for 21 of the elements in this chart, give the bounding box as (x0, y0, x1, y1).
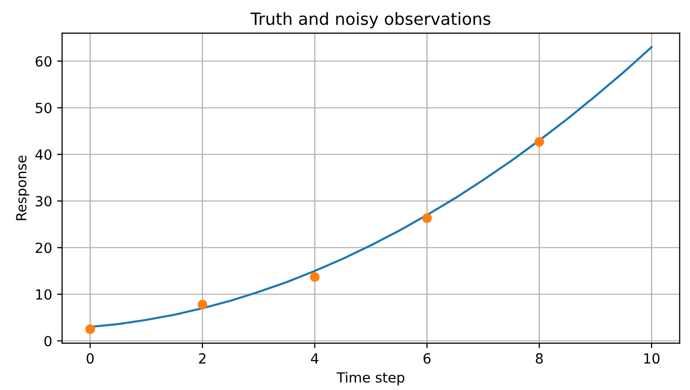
y-axis-title: Response (16, 156, 30, 220)
y-tick-label: 60 (36, 56, 52, 67)
x-tick-label: 8 (536, 353, 543, 364)
y-tick-label: 50 (36, 102, 52, 114)
y-tick-label: 40 (35, 149, 52, 160)
chart-title: Truth and noisy observations (250, 12, 490, 28)
y-tick-label: 0 (44, 336, 52, 346)
x-tick-label: 0 (86, 353, 94, 364)
x-tick-label: 4 (310, 353, 318, 364)
point (534, 136, 544, 147)
x-axis-title: Time step (336, 372, 404, 386)
y-tick-label: 10 (36, 289, 52, 300)
y-tick-label: 30 (36, 196, 52, 206)
point (198, 300, 208, 310)
x-tick-label: 6 (424, 353, 431, 364)
x-tick-label: 2 (199, 353, 206, 364)
x-tick-label: 10 (644, 353, 660, 364)
y-tick-label: 20 (36, 242, 52, 254)
point (310, 272, 320, 282)
point (85, 324, 96, 334)
point (422, 213, 432, 224)
